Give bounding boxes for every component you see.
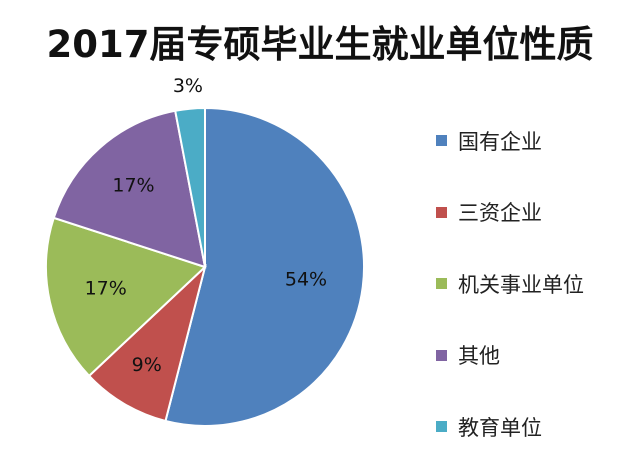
legend-swatch xyxy=(436,349,447,361)
legend-item: 三资企业 xyxy=(436,177,584,249)
legend-swatch xyxy=(436,421,447,433)
legend-item: 机关事业单位 xyxy=(436,248,584,320)
pie-slice xyxy=(44,216,207,378)
legend-label: 国有企业 xyxy=(458,129,542,154)
pie-labels: 54% 9% 17% 17% 3% xyxy=(85,75,328,376)
legend-item: 国有企业 xyxy=(436,105,584,177)
legend-swatch xyxy=(436,135,447,147)
legend-item: 其他 xyxy=(436,320,584,392)
legend-label: 教育单位 xyxy=(458,415,542,440)
legend-item: 教育单位 xyxy=(436,391,584,463)
pie-slices xyxy=(44,106,366,427)
chart-title: 2017届专硕毕业生就业单位性质 xyxy=(46,23,594,66)
slice-data-label: 54% xyxy=(285,268,327,290)
slice-data-label: 17% xyxy=(112,174,154,196)
legend-swatch xyxy=(436,206,447,218)
pie-slice xyxy=(52,109,207,269)
slice-data-label: 3% xyxy=(173,75,203,97)
legend-swatch xyxy=(436,278,447,290)
pie-slice xyxy=(87,263,207,423)
legend-label: 其他 xyxy=(458,344,500,369)
legend: 国有企业 三资企业 机关事业单位 其他 教育单位 xyxy=(436,105,584,463)
legend-label: 三资企业 xyxy=(458,201,542,226)
legend-label: 机关事业单位 xyxy=(458,272,584,297)
pie-slice xyxy=(174,106,206,268)
slice-data-label: 17% xyxy=(85,278,127,300)
pie-slice xyxy=(164,106,366,427)
slice-data-label: 9% xyxy=(132,354,162,376)
